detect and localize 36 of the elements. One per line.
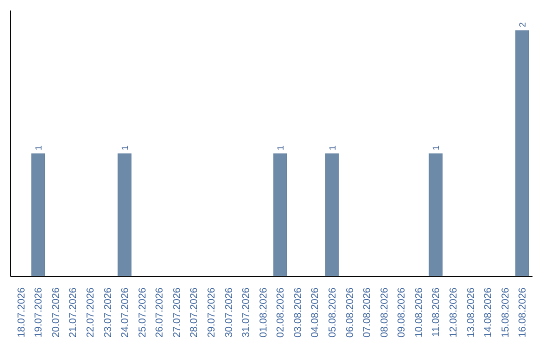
x-tick-label: 08.08.2026 (379, 287, 390, 338)
data-label: 1 (431, 145, 442, 150)
x-tick-label: 07.08.2026 (362, 287, 374, 338)
x-tick-label: 26.07.2026 (154, 287, 166, 338)
x-tick-label: 29.07.2026 (206, 287, 218, 338)
x-tick-label: 24.07.2026 (120, 287, 132, 338)
data-label: 1 (34, 145, 44, 150)
x-tick-label: 28.07.2026 (189, 287, 200, 338)
data-label: 1 (120, 145, 130, 150)
x-tick-label: 16.08.2026 (518, 287, 529, 338)
x-tick-label: 03.08.2026 (292, 287, 304, 338)
x-tick-label: 05.08.2026 (327, 287, 338, 338)
x-tick-label: 02.08.2026 (276, 287, 287, 338)
x-tick-label: 21.07.2026 (68, 287, 80, 338)
x-tick-label: 06.08.2026 (344, 287, 356, 338)
x-tick-label: 14.08.2026 (483, 287, 494, 338)
data-label: 2 (518, 22, 528, 28)
x-tick-label: 09.08.2026 (396, 287, 408, 338)
x-tick-label: 23.07.2026 (102, 287, 114, 338)
x-tick-label: 12.08.2026 (448, 287, 460, 338)
x-tick-label: 20.07.2026 (50, 287, 62, 338)
x-tick-label: 11.08.2026 (431, 287, 442, 337)
data-label: 1 (327, 145, 338, 150)
x-tick-label: 31.07.2026 (241, 287, 252, 338)
x-tick-label: 27.07.2026 (172, 287, 183, 338)
x-tick-label: 19.07.2026 (34, 287, 45, 338)
x-tick-label: 01.08.2026 (258, 287, 270, 338)
x-tick-label: 22.07.2026 (86, 287, 97, 338)
data-label: 1 (276, 145, 286, 150)
x-tick-label: 30.07.2026 (224, 287, 235, 338)
x-tick-label: 25.07.2026 (137, 287, 148, 338)
x-tick-label: 18.07.2026 (16, 287, 28, 338)
x-tick-label: 10.08.2026 (414, 287, 425, 338)
x-tick-label: 13.08.2026 (466, 287, 477, 338)
x-tick-label: 04.08.2026 (310, 287, 322, 338)
x-tick-label: 15.08.2026 (500, 287, 512, 338)
